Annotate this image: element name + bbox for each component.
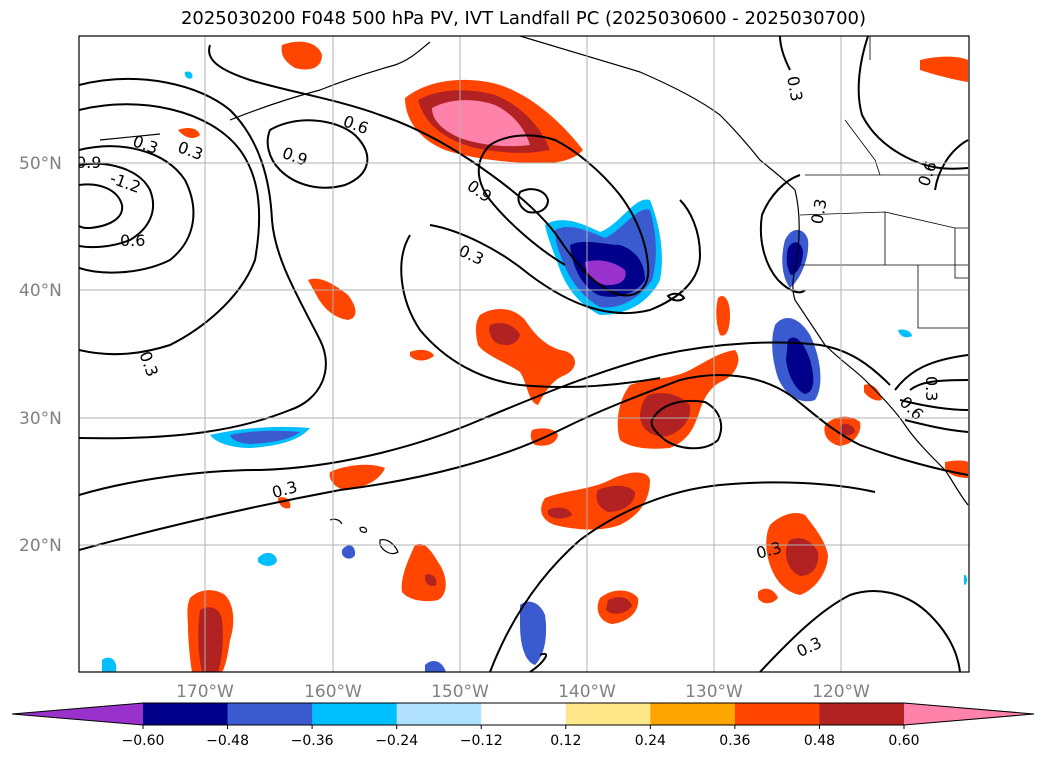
- lat-label: 40°N: [19, 281, 62, 301]
- lon-label: 130°W: [685, 682, 743, 702]
- colorbar-tick-label: −0.24: [375, 733, 418, 749]
- contour-label: 0.9: [280, 143, 310, 170]
- contour-label: 0.3: [807, 197, 830, 225]
- contour-label: 0.3: [922, 376, 941, 401]
- contour-label: 0.6: [341, 111, 371, 138]
- longitude-labels: 170°W 160°W 150°W 140°W 130°W 120°W: [176, 682, 870, 702]
- map-plot-area: 0.9 -1.2 0.3 0.3 0.6 0.6 0.9 0.9 0.3 0.3…: [79, 36, 969, 672]
- colorbar-tick-label: 0.24: [635, 733, 666, 749]
- colorbar-tick-label: −0.36: [291, 733, 334, 749]
- lat-label: 50°N: [19, 154, 62, 174]
- colorbar-segment: [312, 703, 398, 725]
- colorbar-segment: [396, 703, 482, 725]
- colorbar-segment: [143, 703, 229, 725]
- colorbar-tick-label: −0.60: [122, 733, 165, 749]
- contour-label: 0.3: [130, 131, 160, 158]
- contour-label: 0.3: [794, 633, 825, 661]
- colorbar-segment: [481, 703, 567, 725]
- colorbar-extend-high: [904, 703, 1034, 725]
- colorbar-tick-label: 0.36: [719, 733, 750, 749]
- latitude-labels: 50°N 40°N 30°N 20°N: [19, 154, 62, 556]
- gridlines: [79, 36, 969, 672]
- map-frame: [78, 35, 970, 673]
- lat-label: 30°N: [19, 409, 62, 429]
- colorbar-segment: [650, 703, 736, 725]
- lon-label: 150°W: [431, 682, 489, 702]
- colorbar: −0.60 −0.48 −0.36 −0.24 −0.12 0.12 0.24 0.36 0.4…: [11, 702, 1035, 749]
- lon-label: 140°W: [558, 682, 616, 702]
- colorbar-tick-label: 0.60: [888, 733, 919, 749]
- colorbar-segment: [819, 703, 905, 725]
- political-borders: [799, 36, 968, 329]
- lon-label: 170°W: [176, 682, 234, 702]
- colorbar-tick-label: 0.12: [550, 733, 581, 749]
- coastlines: [99, 36, 969, 555]
- lon-label: 120°W: [812, 682, 870, 702]
- colorbar-tick-label: −0.48: [206, 733, 249, 749]
- pv-contours: [79, 36, 969, 672]
- colorbar-segment: [565, 703, 651, 725]
- colorbar-segment: [734, 703, 820, 725]
- contour-label: 0.6: [120, 231, 145, 250]
- colorbar-tick-label: 0.48: [804, 733, 835, 749]
- colorbar-segment: [227, 703, 313, 725]
- lat-label: 20°N: [19, 536, 62, 556]
- contour-label: 0.3: [175, 137, 205, 164]
- contour-label: 0.3: [783, 75, 806, 103]
- contour-label: 0.3: [136, 349, 163, 379]
- colorbar-extend-low: [12, 703, 143, 725]
- lon-label: 160°W: [304, 682, 362, 702]
- colorbar-tick-label: −0.12: [460, 733, 503, 749]
- map-title: 2025030200 F048 500 hPa PV, IVT Landfall…: [180, 8, 867, 29]
